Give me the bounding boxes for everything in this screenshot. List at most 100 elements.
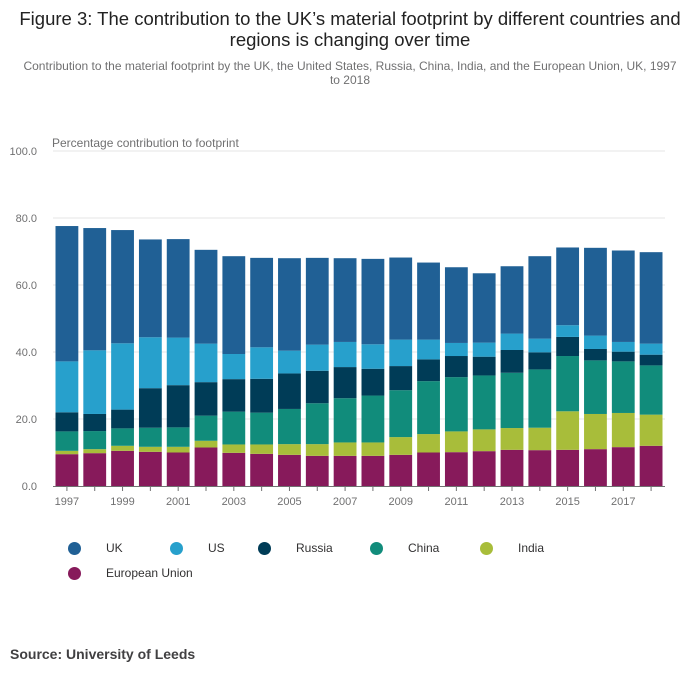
bar-us-2009[interactable] (389, 339, 413, 367)
bar-us-2001[interactable] (166, 337, 190, 386)
bar-russia-2003[interactable] (222, 379, 246, 412)
bar-china-2005[interactable] (278, 408, 301, 445)
bar-us-2010[interactable] (417, 339, 440, 360)
bar-uk-2015[interactable] (556, 247, 580, 326)
bar-india-2006[interactable] (305, 444, 329, 456)
bar-uk-2000[interactable] (138, 239, 162, 338)
bar-china-2017[interactable] (611, 361, 635, 413)
bar-china-2002[interactable] (194, 415, 218, 441)
bar-russia-1999[interactable] (111, 409, 134, 429)
bar-russia-2000[interactable] (138, 388, 162, 428)
bar-russia-2010[interactable] (417, 359, 440, 382)
bar-china-2013[interactable] (500, 372, 524, 429)
bar-uk-2003[interactable] (222, 256, 246, 355)
bar-us-1999[interactable] (111, 343, 134, 410)
bar-china-1998[interactable] (83, 431, 107, 450)
bar-us-2013[interactable] (500, 333, 524, 350)
bar-russia-2006[interactable] (305, 370, 329, 404)
bar-china-1999[interactable] (111, 428, 134, 446)
bar-european-union-2009[interactable] (389, 454, 413, 486)
bar-india-2003[interactable] (222, 444, 246, 453)
bar-china-2010[interactable] (417, 381, 440, 435)
bar-china-2012[interactable] (472, 375, 496, 430)
bar-russia-2009[interactable] (389, 366, 413, 391)
bar-us-2008[interactable] (361, 344, 385, 369)
bar-us-2004[interactable] (250, 347, 274, 379)
bar-european-union-2012[interactable] (472, 451, 496, 486)
bar-china-2000[interactable] (138, 427, 162, 447)
bar-china-2015[interactable] (556, 356, 580, 412)
bar-russia-2012[interactable] (472, 356, 496, 376)
bar-india-2015[interactable] (556, 411, 580, 450)
bar-india-2017[interactable] (611, 412, 635, 448)
bar-european-union-2011[interactable] (444, 452, 468, 486)
bar-russia-2011[interactable] (444, 356, 468, 378)
bar-india-2000[interactable] (138, 446, 162, 452)
bar-india-2001[interactable] (166, 446, 190, 453)
bar-russia-2014[interactable] (528, 352, 552, 370)
bar-uk-2018[interactable] (639, 252, 663, 344)
bar-russia-2008[interactable] (361, 368, 385, 396)
bar-china-2003[interactable] (222, 411, 246, 445)
bar-uk-2014[interactable] (528, 256, 552, 339)
bar-india-2010[interactable] (417, 434, 440, 453)
bar-us-2012[interactable] (472, 342, 496, 357)
bar-china-2008[interactable] (361, 395, 385, 443)
bar-uk-2001[interactable] (166, 239, 190, 338)
bar-european-union-2005[interactable] (278, 454, 301, 486)
bar-european-union-2000[interactable] (138, 451, 162, 486)
bar-european-union-2016[interactable] (584, 449, 607, 486)
bar-uk-1998[interactable] (83, 228, 107, 351)
bar-india-2014[interactable] (528, 427, 552, 451)
bar-china-1997[interactable] (55, 431, 79, 451)
bar-russia-2007[interactable] (333, 367, 357, 399)
bar-india-1998[interactable] (83, 449, 107, 454)
bar-european-union-2008[interactable] (361, 455, 385, 486)
bar-russia-2001[interactable] (166, 385, 190, 428)
bar-european-union-2017[interactable] (611, 447, 635, 486)
bar-us-2011[interactable] (444, 342, 468, 357)
bar-india-2002[interactable] (194, 440, 218, 448)
bar-uk-2008[interactable] (361, 258, 385, 345)
bar-uk-2007[interactable] (333, 258, 357, 342)
bar-us-2003[interactable] (222, 354, 246, 380)
bar-european-union-1998[interactable] (83, 453, 107, 486)
bar-china-2014[interactable] (528, 369, 552, 428)
bar-russia-2015[interactable] (556, 336, 580, 357)
bar-russia-1998[interactable] (83, 413, 107, 432)
bar-china-2004[interactable] (250, 412, 274, 445)
bar-india-2016[interactable] (584, 413, 607, 450)
bar-china-2007[interactable] (333, 398, 357, 443)
bar-european-union-2015[interactable] (556, 449, 580, 486)
bar-russia-2004[interactable] (250, 378, 274, 413)
bar-european-union-2002[interactable] (194, 447, 218, 486)
bar-us-1998[interactable] (83, 350, 107, 414)
bar-european-union-2006[interactable] (305, 455, 329, 486)
bar-india-2012[interactable] (472, 429, 496, 452)
bar-india-2011[interactable] (444, 431, 468, 453)
bar-european-union-2004[interactable] (250, 453, 274, 486)
bar-uk-2016[interactable] (584, 247, 607, 336)
bar-european-union-2018[interactable] (639, 445, 663, 486)
bar-uk-1997[interactable] (55, 226, 79, 362)
bar-uk-2010[interactable] (417, 262, 440, 340)
bar-china-2001[interactable] (166, 427, 190, 447)
bar-us-2018[interactable] (639, 343, 663, 355)
bar-european-union-2014[interactable] (528, 450, 552, 486)
bar-india-2013[interactable] (500, 428, 524, 450)
bar-russia-2018[interactable] (639, 354, 663, 366)
bar-china-2009[interactable] (389, 390, 413, 438)
bar-european-union-2013[interactable] (500, 449, 524, 486)
bar-european-union-1999[interactable] (111, 450, 134, 486)
bar-us-2014[interactable] (528, 338, 552, 353)
bar-us-2007[interactable] (333, 341, 357, 368)
bar-uk-2011[interactable] (444, 267, 468, 343)
bar-us-2005[interactable] (278, 350, 301, 374)
bar-us-2002[interactable] (194, 343, 218, 383)
bar-uk-1999[interactable] (111, 230, 134, 344)
bar-china-2016[interactable] (584, 360, 607, 414)
bar-russia-2016[interactable] (584, 348, 607, 361)
bar-india-2009[interactable] (389, 437, 413, 455)
bar-india-1997[interactable] (55, 450, 79, 455)
bar-russia-2005[interactable] (278, 373, 301, 409)
